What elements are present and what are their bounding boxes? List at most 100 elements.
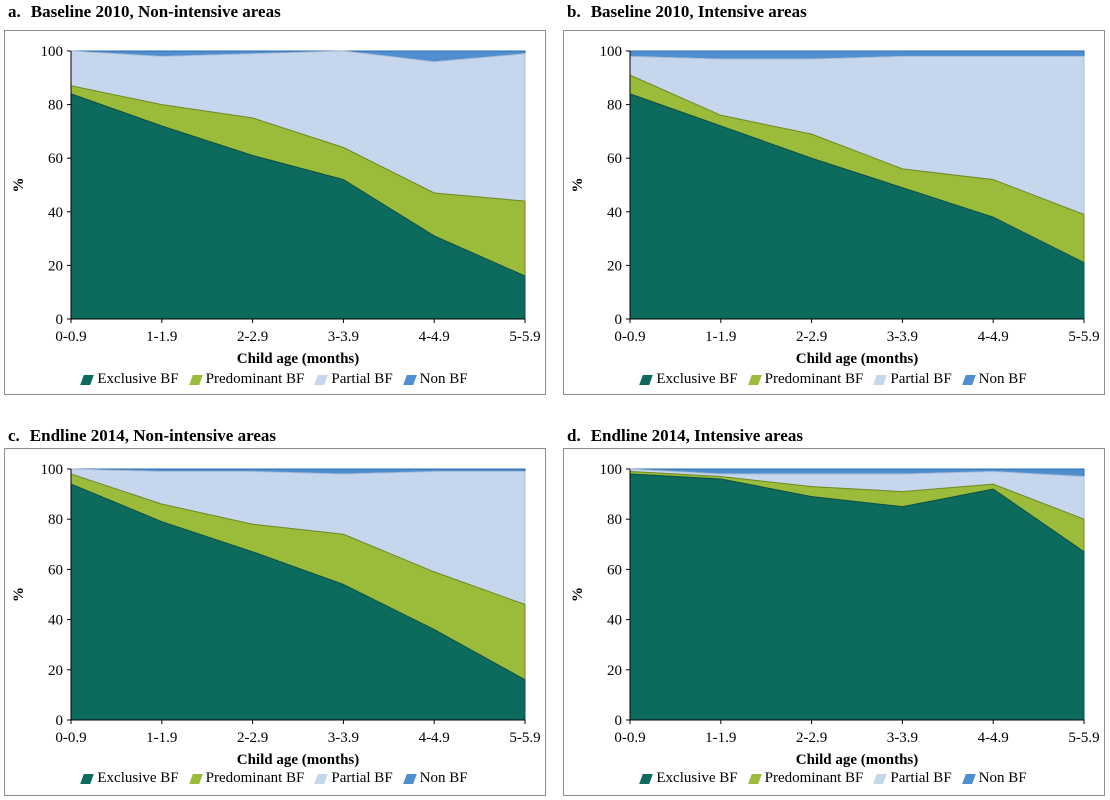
legend-item: Non BF bbox=[961, 371, 1027, 388]
chart-title: Endline 2014, Intensive areas bbox=[590, 426, 803, 445]
x-tick-label: 5-5.9 bbox=[1068, 730, 1099, 746]
legend-label: Partial BF bbox=[890, 770, 952, 786]
panel-title-b: b. Baseline 2010, Intensive areas bbox=[567, 2, 807, 22]
legend-label: Exclusive BF bbox=[97, 371, 179, 387]
panel-title-a: a. Baseline 2010, Non-intensive areas bbox=[8, 2, 281, 22]
x-tick-label: 5-5.9 bbox=[1068, 329, 1099, 345]
x-tick-label: 0-0.9 bbox=[55, 329, 86, 345]
legend-swatch bbox=[747, 374, 762, 385]
legend-swatch bbox=[314, 374, 329, 385]
y-tick-label: 20 bbox=[607, 663, 622, 679]
area-chart: 0 20 40 60 80 100 0-0.9 1-1.9 2-2.9 3-3.9 4-4.9 5-5… bbox=[11, 462, 541, 768]
legend-label: Exclusive BF bbox=[656, 770, 738, 786]
legend-label: Predominant BF bbox=[205, 770, 305, 786]
legend: Exclusive BF Predominant BF Partial BF N… bbox=[564, 770, 1104, 787]
legend-swatch bbox=[747, 773, 762, 784]
legend-swatch bbox=[961, 374, 976, 385]
y-tick-label: 40 bbox=[48, 205, 63, 221]
legend-item: Non BF bbox=[402, 770, 468, 787]
panel-label: a. bbox=[8, 2, 21, 21]
chart-frame: 0 20 40 60 80 100 0-0.9 1-1.9 2-2.9 3-3.9 4-4.9 5-5… bbox=[4, 448, 546, 796]
x-tick-label: 2-2.9 bbox=[796, 730, 827, 746]
panel-title-d: d. Endline 2014, Intensive areas bbox=[567, 426, 803, 446]
x-tick-label: 4-4.9 bbox=[978, 730, 1009, 746]
y-tick-label: 0 bbox=[615, 713, 623, 729]
x-axis-title: Child age (months) bbox=[237, 752, 360, 768]
y-tick-label: 100 bbox=[600, 44, 623, 60]
chart-title: Baseline 2010, Intensive areas bbox=[590, 2, 807, 21]
panel-label: c. bbox=[8, 426, 20, 445]
x-axis-title: Child age (months) bbox=[237, 351, 360, 367]
y-tick-label: 40 bbox=[48, 613, 63, 629]
panel-label: d. bbox=[567, 426, 581, 445]
x-tick-label: 1-1.9 bbox=[705, 730, 736, 746]
legend-swatch bbox=[80, 773, 95, 784]
chart-panel-b: b. Baseline 2010, Intensive areas 0 20 40 60… bbox=[555, 0, 1110, 400]
legend-item: Non BF bbox=[402, 371, 468, 388]
legend-swatch bbox=[873, 374, 888, 385]
y-tick-label: 100 bbox=[41, 44, 64, 60]
x-axis-title: Child age (months) bbox=[796, 752, 919, 768]
legend-swatch bbox=[639, 773, 654, 784]
legend-item: Exclusive BF bbox=[639, 770, 738, 787]
x-tick-label: 5-5.9 bbox=[509, 730, 540, 746]
y-tick-label: 20 bbox=[607, 258, 622, 274]
legend-item: Exclusive BF bbox=[80, 770, 179, 787]
legend-swatch bbox=[188, 773, 203, 784]
legend-item: Exclusive BF bbox=[80, 371, 179, 388]
legend-item: Partial BF bbox=[314, 770, 393, 787]
x-tick-label: 3-3.9 bbox=[887, 730, 918, 746]
x-tick-label: 1-1.9 bbox=[146, 329, 177, 345]
legend-label: Predominant BF bbox=[205, 371, 305, 387]
x-tick-label: 3-3.9 bbox=[328, 730, 359, 746]
legend-item: Predominant BF bbox=[188, 371, 305, 388]
chart-frame: 0 20 40 60 80 100 0-0.9 1-1.9 2-2.9 3-3.9 4-4.9 5-5… bbox=[563, 448, 1105, 796]
x-tick-label: 5-5.9 bbox=[509, 329, 540, 345]
legend-label: Non BF bbox=[419, 371, 468, 387]
x-axis-title: Child age (months) bbox=[796, 351, 919, 367]
legend-label: Exclusive BF bbox=[97, 770, 179, 786]
legend-label: Non BF bbox=[978, 371, 1027, 387]
y-tick-label: 40 bbox=[607, 205, 622, 221]
x-tick-label: 3-3.9 bbox=[887, 329, 918, 345]
legend-item: Predominant BF bbox=[747, 371, 863, 388]
legend-swatch bbox=[639, 374, 654, 385]
legend-swatch bbox=[873, 773, 888, 784]
chart-panel-c: c. Endline 2014, Non-intensive areas 0 20 4… bbox=[0, 400, 555, 800]
legend-swatch bbox=[961, 773, 976, 784]
x-tick-label: 0-0.9 bbox=[614, 329, 645, 345]
y-tick-label: 40 bbox=[607, 613, 622, 629]
panel-label: b. bbox=[567, 2, 581, 21]
y-tick-label: 0 bbox=[615, 312, 623, 328]
area-exclusive-bf bbox=[629, 473, 1085, 721]
y-tick-label: 0 bbox=[56, 713, 64, 729]
chart-panel-d: d. Endline 2014, Intensive areas 0 20 40 60 8… bbox=[555, 400, 1110, 800]
y-tick-label: 80 bbox=[607, 98, 622, 114]
y-tick-label: 20 bbox=[48, 258, 63, 274]
chart-panel-a: a. Baseline 2010, Non-intensive areas 0 20… bbox=[0, 0, 555, 400]
chart-frame: 0 20 40 60 80 100 0-0.9 1-1.9 2-2.9 3-3.9 4-4.9 5-5… bbox=[4, 30, 546, 395]
x-tick-label: 2-2.9 bbox=[237, 730, 268, 746]
y-tick-label: 100 bbox=[600, 462, 623, 478]
x-tick-label: 4-4.9 bbox=[419, 730, 450, 746]
legend-label: Partial BF bbox=[890, 371, 952, 387]
legend-item: Partial BF bbox=[873, 770, 952, 787]
y-tick-label: 80 bbox=[48, 512, 63, 528]
chart-title: Baseline 2010, Non-intensive areas bbox=[30, 2, 281, 21]
y-axis-title: % bbox=[570, 178, 586, 193]
y-tick-label: 20 bbox=[48, 663, 63, 679]
legend: Exclusive BF Predominant BF Partial BF N… bbox=[5, 770, 545, 787]
legend-swatch bbox=[314, 773, 329, 784]
area-chart: 0 20 40 60 80 100 0-0.9 1-1.9 2-2.9 3-3.9 4-4.9 5-5… bbox=[570, 462, 1100, 768]
x-tick-label: 0-0.9 bbox=[614, 730, 645, 746]
x-tick-label: 1-1.9 bbox=[146, 730, 177, 746]
y-tick-label: 60 bbox=[607, 151, 622, 167]
y-tick-label: 100 bbox=[41, 462, 64, 478]
x-tick-label: 2-2.9 bbox=[796, 329, 827, 345]
chart-frame: 0 20 40 60 80 100 0-0.9 1-1.9 2-2.9 3-3.9 4-4.9 5-5… bbox=[563, 30, 1105, 395]
chart-title: Endline 2014, Non-intensive areas bbox=[29, 426, 277, 445]
y-tick-label: 80 bbox=[607, 512, 622, 528]
x-tick-label: 1-1.9 bbox=[705, 329, 736, 345]
legend-item: Predominant BF bbox=[188, 770, 305, 787]
legend-label: Exclusive BF bbox=[656, 371, 738, 387]
